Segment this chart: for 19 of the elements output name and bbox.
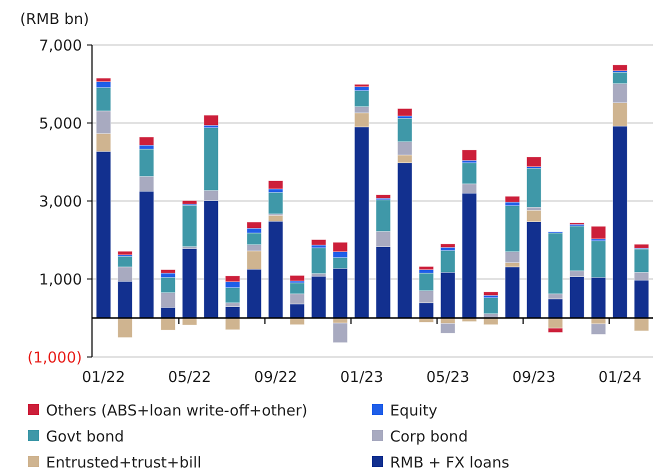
y-tick-label: (1,000) <box>27 348 82 366</box>
x-tick-label: 09/22 <box>254 368 298 386</box>
legend-label: Corp bond <box>390 427 468 446</box>
legend-label: RMB + FX loans <box>390 453 510 472</box>
y-axis-title: (RMB bn) <box>20 10 90 28</box>
y-tick-label: 3,000 <box>39 192 82 210</box>
legend-label: Entrusted+trust+bill <box>46 453 202 472</box>
y-tick-label: 5,000 <box>39 114 82 132</box>
y-tick-label: 1,000 <box>39 270 82 288</box>
legend-label: Govt bond <box>46 427 124 446</box>
x-tick-label: 09/23 <box>512 368 556 386</box>
x-tick-label: 01/22 <box>82 368 126 386</box>
x-tick-label: 01/23 <box>340 368 384 386</box>
legend-label: Others (ABS+loan write-off+other) <box>46 401 308 420</box>
x-tick-label: 05/22 <box>168 368 212 386</box>
x-tick-label: 05/23 <box>426 368 470 386</box>
y-tick-label: 7,000 <box>39 36 82 54</box>
x-tick-label: 01/24 <box>598 368 642 386</box>
legend-label: Equity <box>390 401 438 420</box>
